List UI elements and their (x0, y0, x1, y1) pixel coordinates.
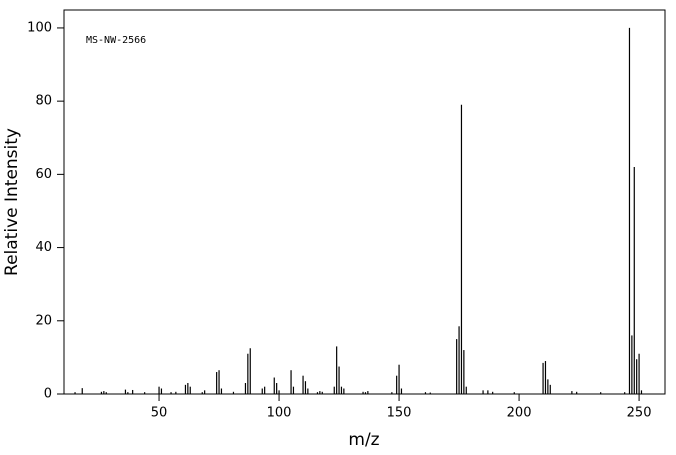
y-tick-label: 100 (27, 20, 52, 35)
x-tick-label: 200 (507, 406, 532, 421)
y-axis-title: Relative Intensity (2, 128, 22, 276)
y-tick-label: 40 (35, 240, 52, 255)
x-tick-label: 250 (627, 406, 652, 421)
x-tick-label: 50 (151, 406, 168, 421)
annotation: MS-NW-2566 (86, 35, 146, 46)
y-tick-label: 0 (44, 387, 52, 402)
y-tick-label: 20 (35, 313, 52, 328)
x-axis-title: m/z (348, 430, 379, 450)
y-tick-label: 80 (35, 94, 52, 109)
x-tick-label: 150 (387, 406, 412, 421)
y-tick-label: 60 (35, 167, 52, 182)
plot-frame (63, 9, 666, 395)
x-tick-label: 100 (267, 406, 292, 421)
